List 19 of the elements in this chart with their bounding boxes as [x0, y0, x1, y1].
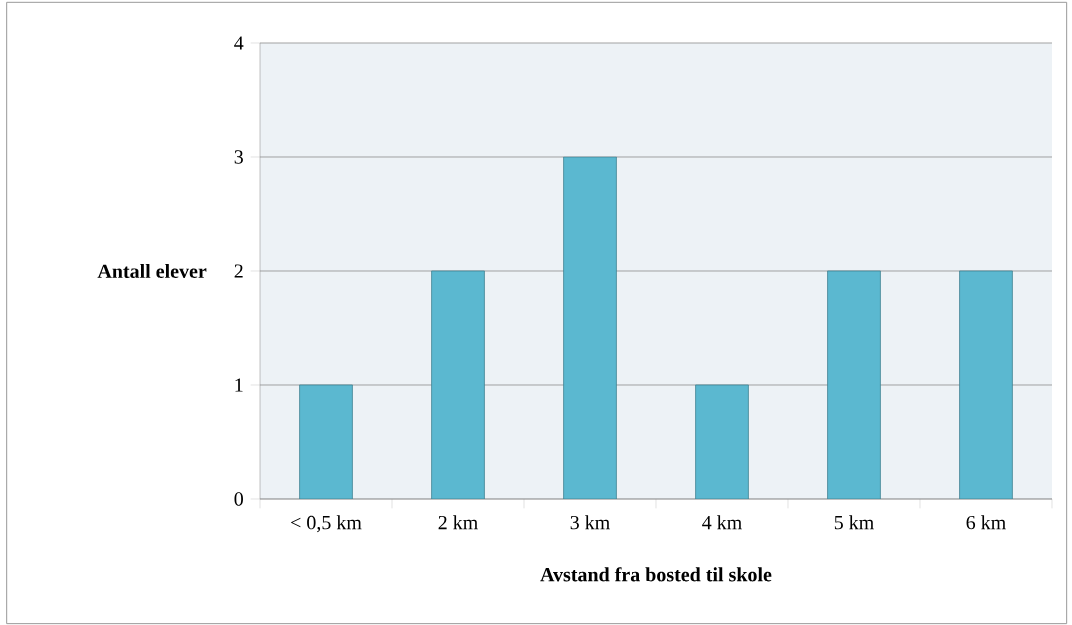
x-tick-label: 2 km — [438, 515, 478, 530]
y-tick-label: 1 — [235, 378, 243, 392]
x-tick-label: 6 km — [966, 515, 1006, 530]
y-tick-label: 4 — [234, 36, 244, 50]
bar — [827, 270, 881, 499]
bar — [299, 384, 353, 499]
bar — [563, 156, 617, 499]
y-axis-title: Antall elever — [97, 263, 207, 279]
x-tick-label: < 0,5 km — [291, 515, 362, 533]
x-tick-label: 5 km — [834, 515, 874, 530]
bar — [959, 270, 1013, 499]
x-tick-label: 4 km — [702, 515, 742, 530]
x-tick-label: 3 km — [570, 515, 610, 530]
y-tick-label: 3 — [234, 150, 243, 164]
y-tick-label: 2 — [234, 264, 243, 278]
y-tick-label: 0 — [234, 492, 243, 506]
bar — [695, 384, 749, 499]
x-axis-title: Avstand fra bosted til skole — [540, 567, 772, 582]
bar — [431, 270, 485, 499]
